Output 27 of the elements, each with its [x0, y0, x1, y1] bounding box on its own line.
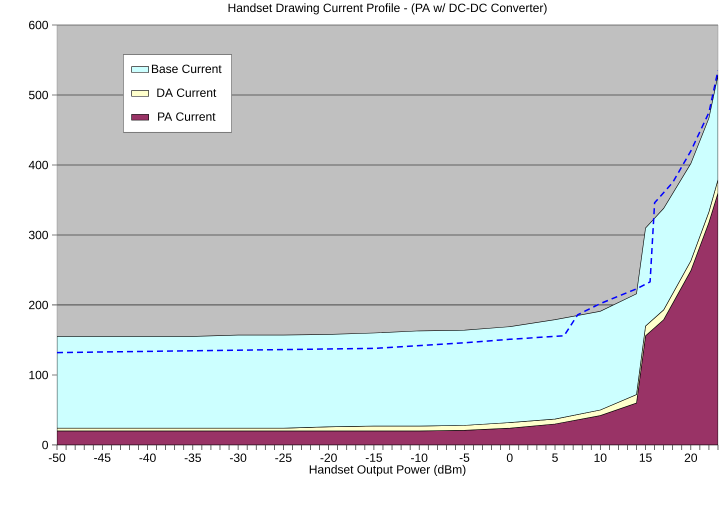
x-tick-label: -25	[275, 454, 292, 462]
x-tick-label: -35	[184, 454, 201, 462]
x-tick-label: -15	[366, 454, 382, 462]
y-tick-label: 600	[29, 20, 48, 30]
legend-label: DA Current	[157, 88, 216, 97]
x-tick-label: -5	[460, 454, 470, 462]
x-tick-label: 0	[506, 454, 513, 462]
x-axis-title: Handset Output Power (dBm)	[310, 464, 466, 476]
y-tick-label: 500	[28, 90, 48, 100]
y-tick-label: 400	[28, 160, 48, 170]
x-tick-label: 15	[640, 454, 652, 462]
x-tick-label: -50	[48, 454, 66, 462]
x-tick-label: 5	[552, 454, 558, 462]
x-tick-label: 20	[684, 454, 698, 462]
y-tick-label: 200	[29, 300, 48, 310]
x-tick-label: -40	[139, 454, 156, 462]
y-tick-label: 300	[28, 230, 48, 240]
y-tick-label: 0	[42, 440, 48, 450]
x-tick-label: -45	[94, 454, 110, 462]
y-tick-label: 100	[29, 370, 48, 380]
x-tick-label: 10	[594, 454, 606, 462]
legend-label: PA Current	[158, 112, 216, 121]
x-tick-label: -10	[411, 454, 428, 462]
chart-title: Handset Drawing Current Profile - (PA w/ DC-DC Converter)	[228, 3, 547, 14]
legend-label: Base Current	[152, 64, 222, 74]
x-tick-label: -30	[230, 454, 246, 462]
x-tick-label: -20	[320, 454, 337, 462]
